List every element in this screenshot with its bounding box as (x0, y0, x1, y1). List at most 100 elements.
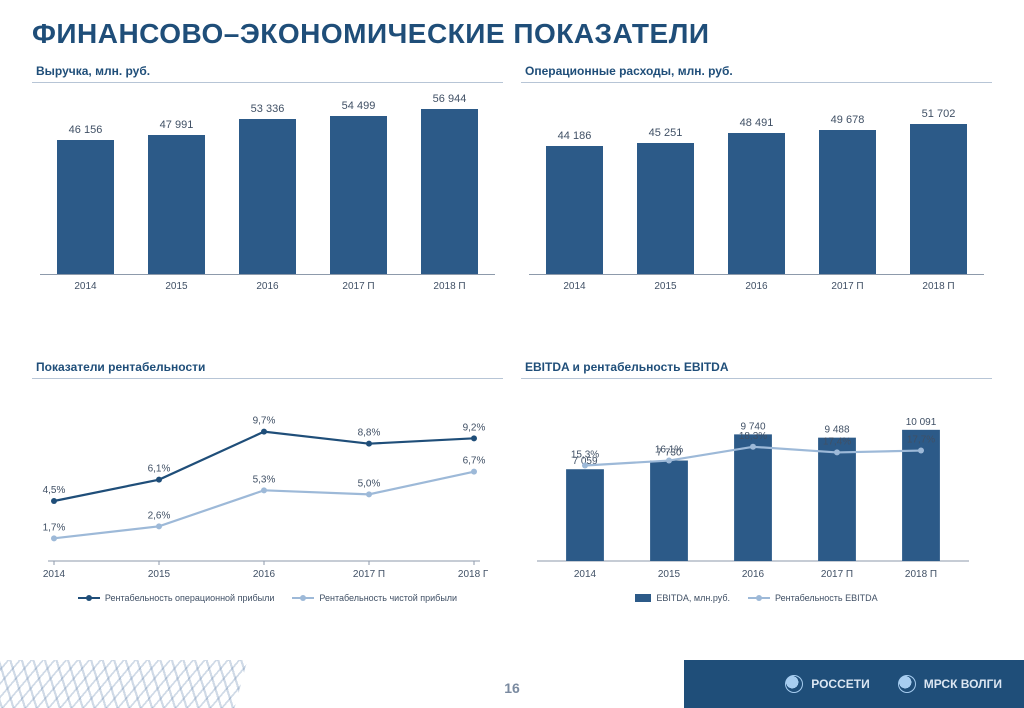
legend-swatch-icon (78, 597, 100, 599)
brand-rosseti: РОССЕТИ (785, 675, 869, 693)
legend-label: Рентабельность операционной прибыли (105, 593, 274, 603)
brand-rosseti-icon (785, 675, 803, 693)
svg-text:5,3%: 5,3% (253, 474, 276, 485)
legend-swatch-icon (635, 594, 651, 602)
svg-text:1,7%: 1,7% (43, 522, 66, 533)
svg-text:2014: 2014 (574, 569, 597, 580)
bar-value-label: 51 702 (922, 108, 956, 120)
page-number: 16 (504, 680, 520, 696)
bar: 51 702 (893, 108, 984, 274)
chart-revenue-title: Выручка, млн. руб. (32, 56, 503, 83)
svg-text:5,0%: 5,0% (358, 478, 381, 489)
bar-rect (148, 135, 204, 274)
svg-text:18,3%: 18,3% (739, 431, 767, 442)
brand-mrsk-icon (898, 675, 916, 693)
bar-rect (910, 124, 966, 274)
bar-rect (57, 140, 113, 274)
bar-value-label: 48 491 (740, 117, 774, 129)
svg-text:15,3%: 15,3% (571, 450, 599, 461)
x-tick-label: 2017 П (802, 281, 893, 292)
svg-text:2016: 2016 (742, 569, 765, 580)
chart-ebitda: EBITDA и рентабельность EBITDA 2014 2015 2… (521, 352, 992, 644)
brand-label: МРСК ВОЛГИ (924, 677, 1002, 691)
legend-item: Рентабельность чистой прибыли (292, 593, 457, 603)
legend-label: Рентабельность EBITDA (775, 593, 878, 603)
bar: 47 991 (131, 119, 222, 274)
bar: 45 251 (620, 127, 711, 274)
bar-rect (239, 119, 295, 274)
bar-value-label: 45 251 (649, 127, 683, 139)
x-tick-label: 2018 П (893, 281, 984, 292)
x-tick-label: 2014 (40, 281, 131, 292)
bar: 44 186 (529, 130, 620, 274)
chart-profitability-legend: Рентабельность операционной прибыли Рент… (40, 593, 495, 603)
svg-text:6,1%: 6,1% (148, 464, 171, 475)
brand-mrsk: МРСК ВОЛГИ (898, 675, 1002, 693)
bar-rect (421, 109, 477, 274)
page-title: ФИНАНСОВО–ЭКОНОМИЧЕСКИЕ ПОКАЗАТЕЛИ (0, 0, 1024, 56)
chart-ebitda-title: EBITDA и рентабельность EBITDA (521, 352, 992, 379)
legend-swatch-icon (292, 597, 314, 599)
bar-value-label: 46 156 (69, 124, 103, 136)
bar-value-label: 44 186 (558, 130, 592, 142)
svg-text:2017 П: 2017 П (821, 569, 853, 580)
legend-label: Рентабельность чистой прибыли (319, 593, 457, 603)
chart-opex-title: Операционные расходы, млн. руб. (521, 56, 992, 83)
bar-rect (819, 130, 875, 274)
chart-profitability: Показатели рентабельности 20142015201620… (32, 352, 503, 644)
bar-rect (728, 133, 784, 274)
bar-value-label: 56 944 (433, 93, 467, 105)
svg-text:2015: 2015 (658, 569, 681, 580)
chart-opex: Операционные расходы, млн. руб. 44 186 45… (521, 56, 992, 348)
bar: 53 336 (222, 103, 313, 274)
chart-revenue-xaxis: 2014201520162017 П2018 П (40, 281, 495, 292)
svg-text:6,7%: 6,7% (463, 456, 486, 467)
svg-text:8,8%: 8,8% (358, 428, 381, 439)
legend-item: Рентабельность операционной прибыли (78, 593, 274, 603)
bar-value-label: 53 336 (251, 103, 285, 115)
legend-label: EBITDA, млн.руб. (656, 593, 730, 603)
svg-text:4,5%: 4,5% (43, 485, 66, 496)
svg-text:2018 П: 2018 П (905, 569, 937, 580)
charts-grid: Выручка, млн. руб. 46 156 47 991 53 336 54 … (0, 56, 1024, 644)
bar: 49 678 (802, 114, 893, 274)
legend-swatch-icon (748, 597, 770, 599)
x-tick-label: 2016 (711, 281, 802, 292)
svg-text:9,2%: 9,2% (463, 422, 486, 433)
svg-text:2018 П: 2018 П (458, 569, 488, 580)
brand-label: РОССЕТИ (811, 677, 869, 691)
chart-revenue: Выручка, млн. руб. 46 156 47 991 53 336 54 … (32, 56, 503, 348)
footer-brand-band: РОССЕТИ МРСК ВОЛГИ (684, 660, 1024, 708)
chart-revenue-plot: 46 156 47 991 53 336 54 499 56 944 (40, 95, 495, 275)
bar-value-label: 49 678 (831, 114, 865, 126)
chart-profitability-plot: 2014201520162017 П2018 П4,5%6,1%9,7%8,8%… (40, 389, 488, 589)
svg-text:2,6%: 2,6% (148, 510, 171, 521)
legend-item: Рентабельность EBITDA (748, 593, 878, 603)
svg-text:17,7%: 17,7% (907, 435, 935, 446)
bar-value-label: 54 499 (342, 100, 376, 112)
svg-text:9 488: 9 488 (824, 425, 849, 436)
footer: 16 РОССЕТИ МРСК ВОЛГИ (0, 660, 1024, 708)
chart-profitability-title: Показатели рентабельности (32, 352, 503, 379)
x-tick-label: 2016 (222, 281, 313, 292)
svg-text:2017 П: 2017 П (353, 569, 385, 580)
legend-item: EBITDA, млн.руб. (635, 593, 730, 603)
chart-ebitda-plot: 2014201520162017 П2018 П7 0597 7309 7409… (529, 389, 977, 589)
bar-rect (330, 116, 386, 274)
svg-text:2014: 2014 (43, 569, 66, 580)
x-tick-label: 2018 П (404, 281, 495, 292)
footer-decoration-icon (0, 660, 261, 708)
chart-ebitda-legend: EBITDA, млн.руб. Рентабельность EBITDA (529, 593, 984, 603)
svg-text:10 091: 10 091 (906, 417, 937, 428)
svg-text:9,7%: 9,7% (253, 416, 276, 427)
bar: 54 499 (313, 100, 404, 274)
x-tick-label: 2017 П (313, 281, 404, 292)
x-tick-label: 2015 (620, 281, 711, 292)
x-tick-label: 2015 (131, 281, 222, 292)
svg-text:17,4%: 17,4% (823, 436, 851, 447)
bar: 46 156 (40, 124, 131, 274)
bar: 48 491 (711, 117, 802, 274)
svg-text:16,1%: 16,1% (655, 445, 683, 456)
x-tick-label: 2014 (529, 281, 620, 292)
bar: 56 944 (404, 93, 495, 274)
